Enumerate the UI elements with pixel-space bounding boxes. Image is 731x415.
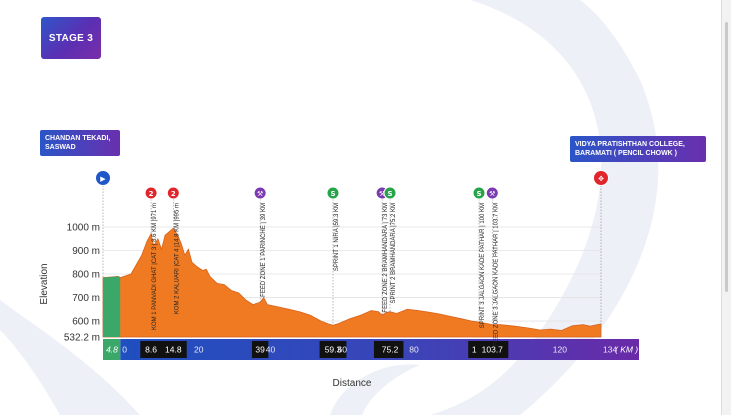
sprint-point-label: SPRINT 3 JALGAON KADE PATHAR | 100 KM: [480, 203, 486, 328]
elevation-area: [102, 227, 602, 338]
sprint-point-symbol: S: [476, 190, 481, 198]
distance-mark-label: 103.7: [482, 345, 504, 355]
feed-point-label: FEED ZONE 1 PARINCHE | 39 KM: [261, 203, 267, 297]
finish-point-symbol: ✥: [598, 175, 604, 183]
sprint-point-icon: [326, 186, 340, 200]
y-tick-label: 600 m: [72, 317, 100, 328]
sprint-point-symbol: S: [330, 190, 335, 198]
sprint-point-symbol: S: [388, 190, 393, 198]
distance-mark-label: 59.3: [325, 345, 342, 355]
distance-mark-box: [319, 341, 347, 358]
kom-point-symbol: 2: [171, 190, 176, 198]
distance-mark-box: [476, 341, 509, 358]
distance-mark-label: 134: [603, 345, 617, 355]
kom-point-label: KOM 2 KALUARI |CAT 4 |14.8 KM |995 m: [174, 203, 180, 314]
distance-bar-start: [103, 339, 121, 360]
distance-mark-label: 4.8: [106, 345, 118, 355]
distance-mark-label: 39: [255, 345, 265, 355]
feed-point-icon: [485, 186, 499, 200]
y-tick-label: 800 m: [72, 270, 100, 281]
feed-point-label: FEED ZONE 2 BRAMHANDARA | 73 KM: [383, 203, 389, 313]
km-unit-label: ( KM ): [615, 345, 638, 355]
y-axis-title: Elevation: [39, 263, 50, 304]
distance-mark-label: 75.2: [382, 345, 399, 355]
sprint-point-icon: [383, 186, 397, 200]
distance-mark-label: 120: [553, 345, 567, 355]
distance-mark-label: 40: [266, 345, 276, 355]
finish-location-label: VIDYA PRATISHTHAN COLLEGE, BARAMATI ( PE…: [570, 136, 706, 162]
distance-mark-label: 20: [194, 345, 204, 355]
distance-mark-label: 8.6: [145, 345, 157, 355]
start-location-label: CHANDAN TEKADI, SASWAD: [40, 130, 120, 156]
feed-point-label: FEED ZONE 3 JALGAON KADE PATHAR | 103.7 …: [493, 203, 499, 346]
distance-mark-label: 14.8: [165, 345, 182, 355]
sprint-point-icon: [472, 186, 486, 200]
kom-point-icon: [166, 186, 180, 200]
distance-mark-box: [376, 341, 404, 358]
distance-mark-label: 0: [122, 345, 127, 355]
start-point-symbol: ▶: [100, 175, 106, 183]
distance-mark-box: [251, 341, 269, 358]
y-tick-label: 1000 m: [67, 223, 100, 234]
y-tick-label: 700 m: [72, 293, 100, 304]
kom-point-icon: [144, 186, 158, 200]
sprint-point-label: SPRINT 1 NIRA |59.3 KM: [334, 203, 340, 271]
stage-badge: STAGE 3: [41, 17, 101, 59]
feed-point-symbol: ⚒: [257, 190, 263, 198]
feed-point-symbol: ⚒: [489, 190, 495, 198]
sprint-point-label: SPRINT 2 BRAMHANDARA |75.2 KM: [391, 203, 397, 303]
distance-mark-label: 60: [337, 345, 347, 355]
feed-point-icon: [253, 186, 267, 200]
y-tick-label: 900 m: [72, 246, 100, 257]
feed-point-symbol: ⚒: [379, 190, 385, 198]
y-tick-label: 532.2 m: [64, 333, 100, 344]
scrollbar-thumb[interactable]: [725, 22, 728, 292]
x-axis-title: Distance: [333, 378, 372, 389]
finish-point-icon: [593, 170, 609, 186]
distance-mark-label: 80: [409, 345, 419, 355]
kom-point-label: KOM 1 PANVADI GHAT |CAT 3 | 8.6 KM |971 …: [152, 203, 158, 330]
distance-mark-box: [159, 341, 187, 358]
start-point-icon: [95, 170, 111, 186]
distance-mark-box: [140, 341, 162, 358]
neutral-start-segment: [103, 276, 121, 337]
kom-point-symbol: 2: [149, 190, 154, 198]
